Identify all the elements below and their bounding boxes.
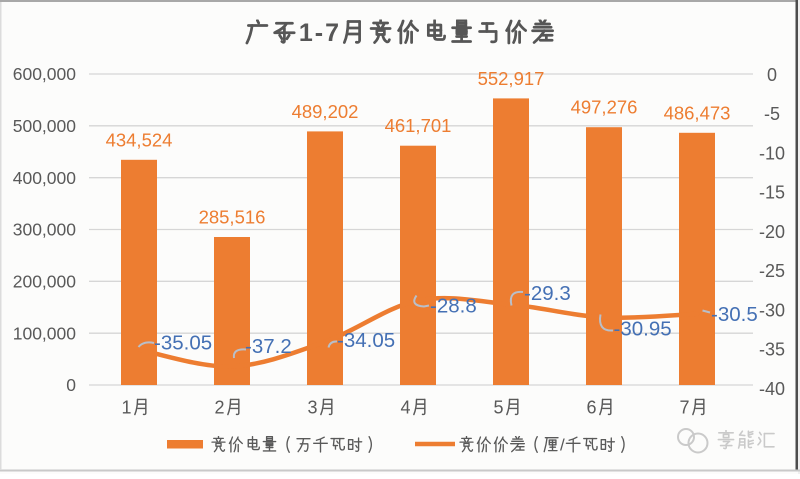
svg-text:-20: -20 [759,222,785,242]
svg-text:434,524: 434,524 [106,129,173,150]
svg-text:-30.5: -30.5 [711,303,758,326]
svg-text:2: 2 [215,397,226,417]
svg-text:486,473: 486,473 [664,102,731,123]
svg-text:0: 0 [66,375,76,395]
svg-text:489,202: 489,202 [292,101,359,122]
svg-text:-30.95: -30.95 [614,318,672,341]
svg-text:-29.3: -29.3 [524,282,571,305]
svg-text:-34.05: -34.05 [337,329,395,352]
svg-text:-35: -35 [759,340,785,360]
svg-text:-37.2: -37.2 [245,335,292,358]
svg-text:-40: -40 [759,379,785,399]
svg-text:400,000: 400,000 [13,168,77,188]
svg-text:-28.8: -28.8 [430,294,477,317]
svg-text:461,701: 461,701 [385,115,452,136]
svg-text:1: 1 [122,397,133,417]
svg-text:7: 7 [680,397,691,417]
svg-text:285,516: 285,516 [199,207,266,228]
svg-text:552,917: 552,917 [478,68,545,89]
svg-text:497,276: 497,276 [571,97,638,118]
svg-text:500,000: 500,000 [13,116,77,136]
svg-text:-35.05: -35.05 [154,332,212,355]
svg-text:100,000: 100,000 [13,323,77,343]
svg-text:1-7: 1-7 [299,19,341,47]
svg-text:/: / [560,436,565,455]
svg-text:300,000: 300,000 [13,220,77,240]
svg-text:6: 6 [587,397,598,417]
svg-text:5: 5 [494,397,505,417]
svg-text:-10: -10 [759,143,785,163]
svg-text:-30: -30 [759,300,785,320]
svg-text:200,000: 200,000 [13,272,77,292]
svg-text:0: 0 [767,65,777,85]
svg-text:-25: -25 [759,261,785,281]
svg-text:-5: -5 [764,104,780,124]
svg-text:600,000: 600,000 [13,64,77,84]
svg-text:-15: -15 [759,183,785,203]
svg-text:4: 4 [401,397,412,417]
svg-text:3: 3 [308,397,319,417]
